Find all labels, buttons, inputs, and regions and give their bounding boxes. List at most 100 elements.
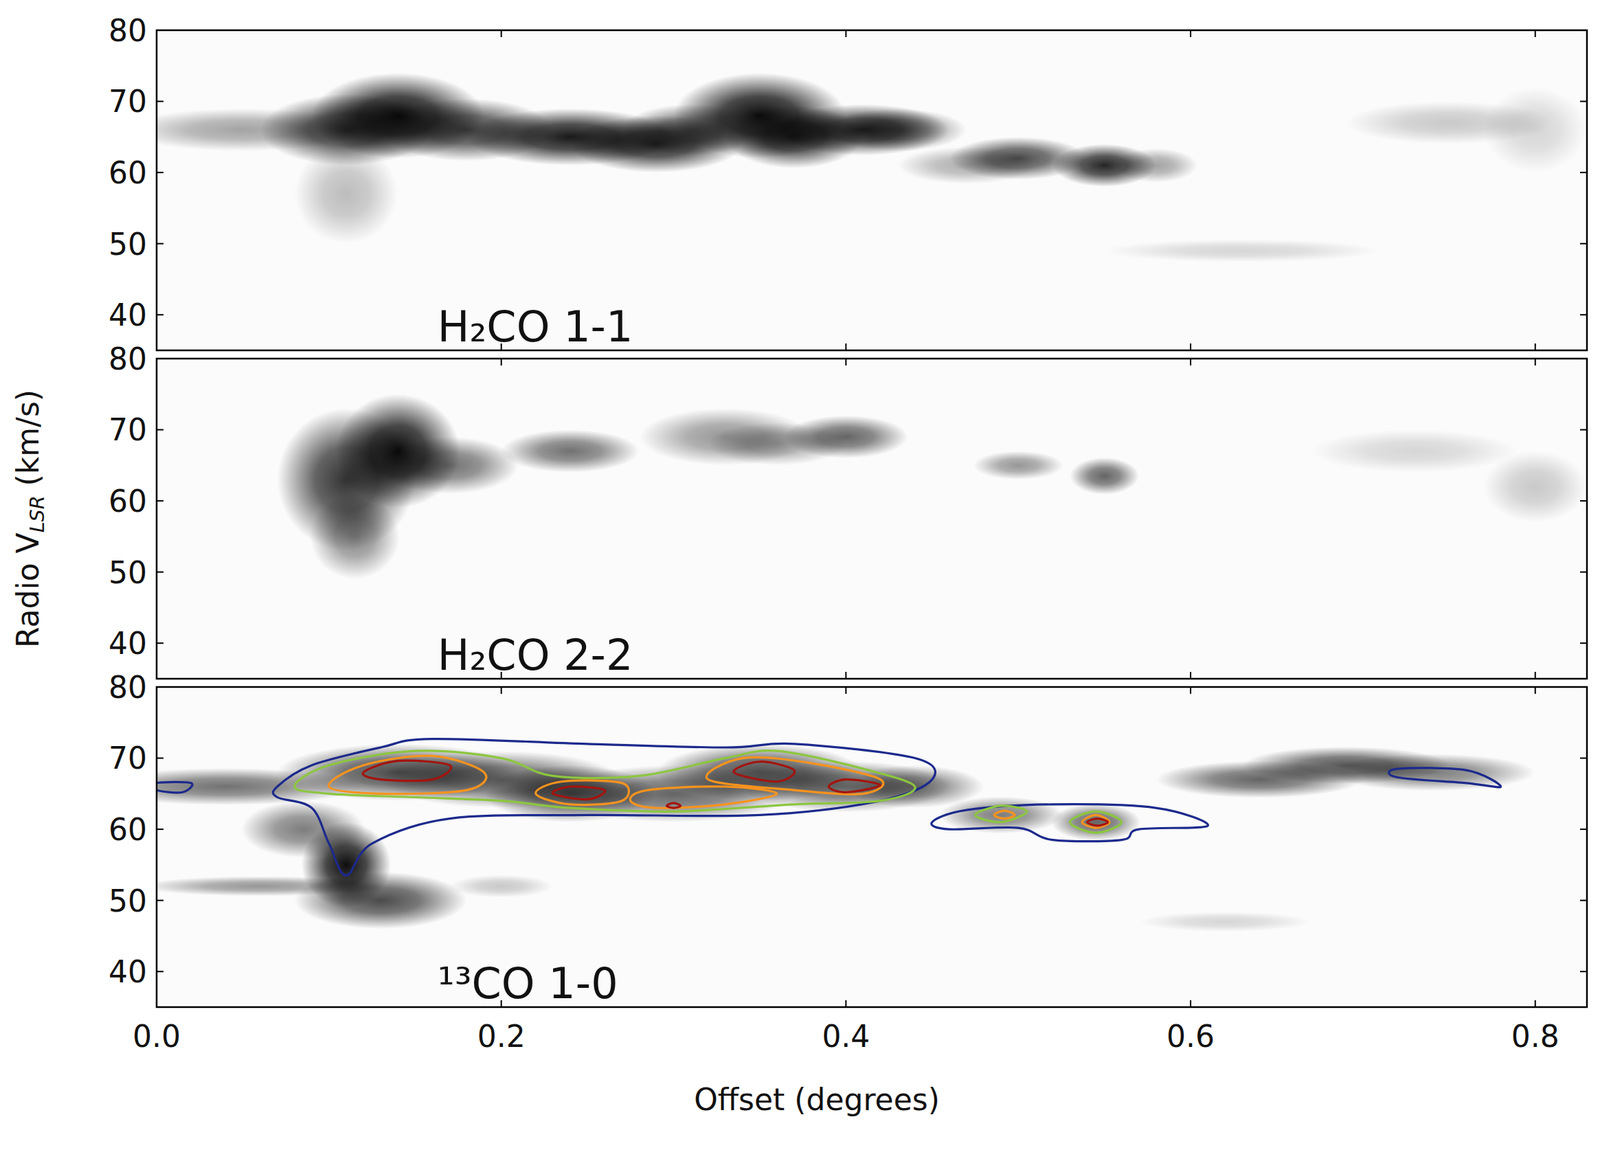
y-axis-title-unit: (km/s) <box>10 389 46 496</box>
y-tick <box>156 243 164 245</box>
y-tick <box>156 100 164 103</box>
panel: 4050607080H₂CO 1-1 <box>108 13 1587 352</box>
x-tick <box>1534 686 1537 694</box>
x-tick <box>844 671 847 679</box>
y-tick-label: 60 <box>108 812 148 848</box>
y-tick <box>156 642 164 644</box>
x-tick <box>844 1000 847 1008</box>
emission-feature <box>380 436 519 494</box>
contour <box>1069 811 1122 833</box>
panel-label: ¹³CO 1-0 <box>437 958 619 1009</box>
emission-feature <box>1051 803 1141 841</box>
contour <box>362 760 451 781</box>
x-tick <box>1534 343 1537 351</box>
y-tick <box>1580 429 1587 431</box>
y-tick <box>156 357 164 360</box>
y-tick <box>1580 357 1587 360</box>
y-tick <box>1580 828 1587 830</box>
x-tick <box>844 686 847 694</box>
x-tick <box>155 671 158 679</box>
y-tick-label: 60 <box>108 155 148 191</box>
contour <box>629 786 777 808</box>
contour <box>828 779 881 793</box>
plot-bg <box>156 30 1587 351</box>
contour <box>706 757 884 795</box>
y-tick-label: 70 <box>108 412 148 448</box>
emission-feature <box>156 875 381 896</box>
y-tick-label: 80 <box>108 669 148 705</box>
data-group <box>156 72 1587 262</box>
emission-feature <box>1311 430 1519 473</box>
data-group <box>277 394 1587 580</box>
contour <box>994 810 1015 819</box>
y-tick <box>1580 100 1587 103</box>
x-axis-title: Offset (degrees) <box>693 1082 940 1118</box>
contour <box>931 804 1209 842</box>
plot-bg <box>156 686 1587 1008</box>
y-tick-label: 40 <box>108 625 148 661</box>
y-tick <box>1580 313 1587 316</box>
y-tick <box>156 757 164 760</box>
contour <box>1087 818 1109 826</box>
x-tick-label: 0.8 <box>1511 1018 1560 1054</box>
contour <box>1389 768 1502 788</box>
x-tick <box>1189 686 1192 694</box>
y-tick <box>156 429 164 431</box>
y-tick <box>1580 686 1587 688</box>
emission-feature <box>1114 148 1198 183</box>
emission-feature <box>828 108 967 152</box>
figure: 4050607080H₂CO 1-14050607080H₂CO 2-2Radi… <box>0 0 1600 1150</box>
y-tick <box>156 313 164 316</box>
frame <box>156 30 1587 351</box>
y-tick-label: 50 <box>108 555 148 591</box>
data-group <box>156 739 1536 933</box>
x-tick <box>1189 671 1192 679</box>
y-tick-label: 80 <box>108 13 148 49</box>
y-tick <box>1580 171 1587 174</box>
y-tick <box>156 29 164 31</box>
contour <box>1082 814 1110 828</box>
x-tick <box>500 30 503 38</box>
y-tick <box>156 500 164 502</box>
y-tick <box>156 828 164 830</box>
emission-feature <box>241 801 366 859</box>
y-tick <box>1580 243 1587 245</box>
x-tick <box>155 686 158 694</box>
contour <box>328 755 486 794</box>
y-tick-label: 80 <box>108 341 148 377</box>
y-tick <box>1580 757 1587 760</box>
plot-bg <box>156 358 1587 679</box>
y-tick <box>156 571 164 573</box>
emission-feature <box>1328 753 1536 791</box>
panel-label: H₂CO 1-1 <box>437 301 634 352</box>
x-tick <box>155 30 158 38</box>
x-tick <box>1189 343 1192 351</box>
emission-feature <box>309 493 400 580</box>
y-tick-label: 70 <box>108 83 148 119</box>
emission-feature <box>449 874 554 898</box>
panel-label: H₂CO 2-2 <box>437 629 634 681</box>
x-tick <box>1534 30 1537 38</box>
y-axis-title: Radio VLSR (km/s) <box>10 389 49 648</box>
x-tick <box>1534 358 1537 366</box>
emission-feature <box>973 451 1063 480</box>
x-tick <box>1189 30 1192 38</box>
x-tick <box>844 358 847 366</box>
x-tick <box>500 358 503 366</box>
emission-feature <box>1139 911 1312 932</box>
contour <box>733 761 795 782</box>
panel: 4050607080H₂CO 2-2Radio VLSR (km/s) <box>10 341 1587 681</box>
y-tick <box>1580 571 1587 573</box>
x-tick <box>155 358 158 366</box>
y-axis-title-sub: LSR <box>25 495 49 533</box>
x-tick <box>1189 358 1192 366</box>
contour <box>975 805 1028 823</box>
x-tick-label: 0.0 <box>132 1018 181 1054</box>
contour <box>272 739 935 876</box>
panel: 40506070800.00.20.40.60.8¹³CO 1-0Offset … <box>87 669 1587 1118</box>
y-axis-title-main: Radio V <box>10 532 46 648</box>
frame <box>156 358 1587 679</box>
contour <box>666 803 681 808</box>
contour <box>294 750 916 813</box>
x-tick <box>155 1000 158 1008</box>
